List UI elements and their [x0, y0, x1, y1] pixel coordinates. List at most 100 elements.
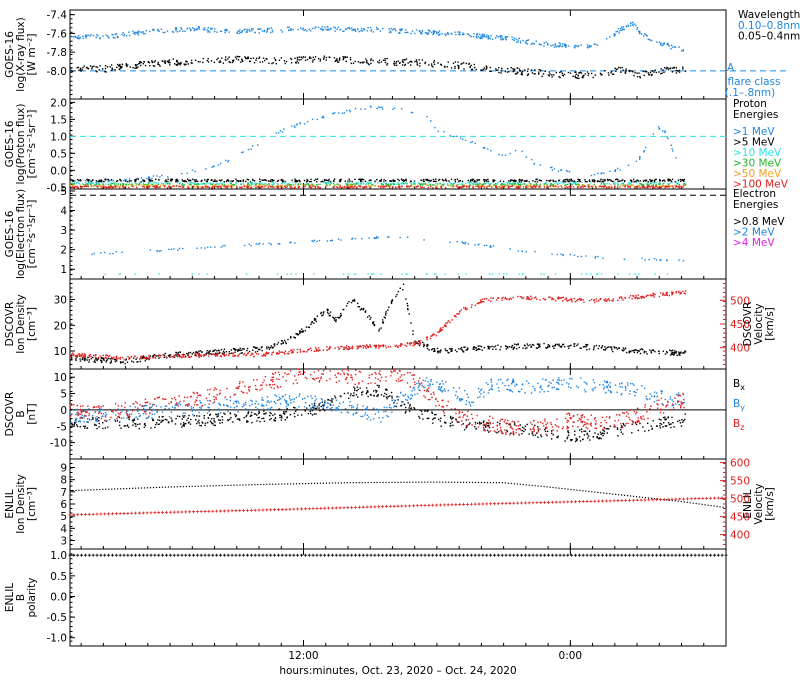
- data-point: [463, 33, 465, 35]
- data-point: [131, 184, 133, 187]
- data-point: [308, 28, 311, 31]
- data-point: [179, 62, 181, 65]
- data-point: [582, 75, 584, 77]
- data-point: [658, 183, 660, 185]
- data-point: [167, 180, 169, 183]
- data-point: [570, 185, 572, 187]
- data-point: [680, 185, 682, 188]
- data-point: [655, 184, 657, 186]
- data-point: [427, 343, 429, 346]
- data-point: [574, 300, 576, 303]
- data-point: [630, 179, 632, 181]
- data-point: [572, 186, 575, 188]
- data-point: [294, 186, 296, 189]
- data-point: [530, 69, 533, 71]
- data-point: [230, 186, 233, 189]
- data-point: [112, 182, 115, 185]
- data-point: [189, 423, 192, 425]
- data-point: [532, 186, 534, 189]
- data-point: [508, 186, 511, 188]
- data-point: [103, 185, 106, 187]
- data-point: [310, 412, 312, 415]
- data-point: [334, 184, 336, 186]
- data-point: [164, 62, 167, 65]
- data-point: [438, 178, 441, 181]
- data-point: [137, 66, 139, 68]
- data-point: [309, 186, 312, 188]
- data-point: [419, 31, 422, 34]
- data-point: [270, 345, 272, 347]
- data-point: [361, 61, 364, 64]
- data-point: [339, 315, 342, 318]
- data-point: [237, 56, 239, 58]
- data-point: [573, 254, 576, 256]
- data-point: [246, 178, 249, 181]
- data-point: [397, 290, 400, 293]
- data-point: [268, 352, 270, 354]
- data-point: [259, 180, 261, 183]
- data-point: [538, 185, 540, 188]
- data-point: [399, 28, 401, 31]
- data-point: [161, 182, 163, 184]
- data-point: [616, 68, 619, 70]
- data-point: [312, 59, 314, 61]
- data-point: [503, 185, 505, 187]
- data-point: [534, 69, 536, 71]
- data-point: [182, 247, 184, 250]
- data-point: [268, 62, 270, 65]
- data-point: [666, 291, 668, 294]
- data-point: [116, 35, 118, 38]
- data-point: [210, 353, 213, 355]
- data-point: [359, 179, 362, 182]
- data-point: [156, 175, 158, 177]
- data-point: [555, 182, 558, 184]
- data-point: [487, 148, 489, 150]
- data-point: [129, 66, 131, 68]
- data-point: [69, 67, 71, 70]
- ytick-label: 0: [60, 405, 67, 417]
- data-point: [196, 27, 198, 30]
- data-point: [549, 180, 551, 182]
- data-point: [392, 179, 395, 181]
- data-point: [79, 360, 82, 362]
- data-point: [433, 59, 436, 62]
- data-point: [471, 178, 473, 181]
- data-point: [364, 108, 366, 110]
- data-point: [108, 37, 110, 39]
- data-point: [192, 186, 194, 188]
- data-point: [382, 344, 385, 347]
- data-point: [205, 186, 207, 188]
- panel-frame: [69, 188, 727, 280]
- data-point: [666, 186, 668, 188]
- data-point: [464, 308, 467, 310]
- data-point: [364, 184, 367, 186]
- data-point: [530, 183, 532, 185]
- data-point: [151, 180, 154, 182]
- data-point: [516, 71, 518, 73]
- data-point: [72, 180, 74, 182]
- data-point: [140, 31, 142, 33]
- data-point: [78, 355, 80, 357]
- data-point: [368, 185, 370, 187]
- data-point: [79, 353, 81, 356]
- data-point: [268, 242, 270, 244]
- data-point: [148, 176, 150, 179]
- data-point: [385, 311, 387, 313]
- data-point: [534, 250, 536, 253]
- data-point: [215, 355, 217, 357]
- data-point: [394, 64, 396, 66]
- data-point: [533, 184, 535, 186]
- data-point: [123, 186, 126, 189]
- data-point: [367, 183, 370, 185]
- data-point: [256, 347, 258, 349]
- data-point: [383, 185, 385, 188]
- data-point: [196, 247, 198, 249]
- data-point: [431, 64, 433, 67]
- data-point: [495, 299, 498, 301]
- data-point: [500, 67, 503, 70]
- data-point: [265, 353, 267, 355]
- data-point: [499, 35, 501, 37]
- data-point: [623, 184, 625, 187]
- data-point: [458, 66, 460, 69]
- data-point: [393, 180, 395, 182]
